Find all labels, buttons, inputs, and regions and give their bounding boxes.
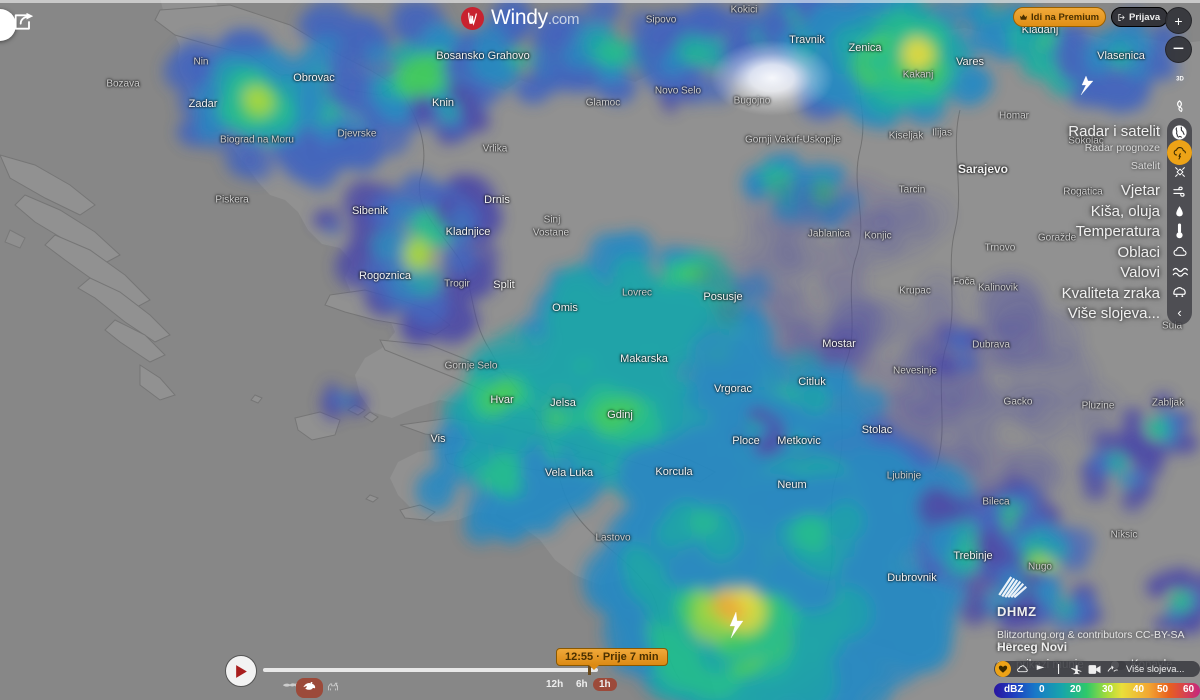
svg-text:3D: 3D bbox=[1176, 76, 1184, 82]
